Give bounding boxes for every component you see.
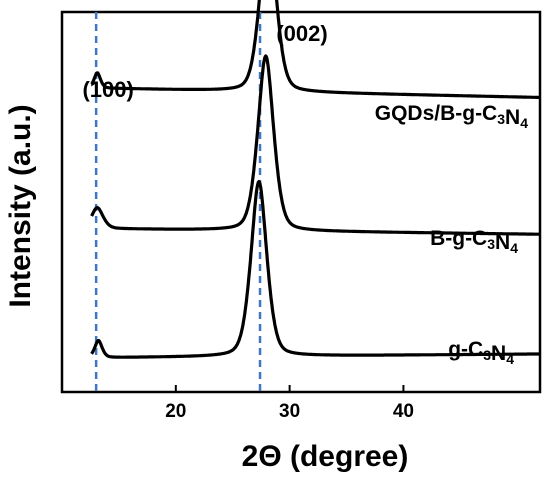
series-line-0 bbox=[90, 0, 541, 99]
series-label-1: B-g-C3N4 bbox=[430, 227, 518, 256]
x-axis-ticks: 20 30 40 bbox=[165, 385, 414, 422]
x-tick-label-40: 40 bbox=[393, 401, 414, 422]
series-lines bbox=[90, 0, 541, 359]
series-label-2: g-C3N4 bbox=[448, 338, 514, 367]
series-line-2 bbox=[90, 180, 541, 359]
reference-lines: (100)(002) bbox=[82, 12, 328, 392]
plot-frame bbox=[60, 10, 542, 394]
peak-label-1: (002) bbox=[276, 21, 327, 46]
series-label-0: GQDs/B-g-C3N4 bbox=[375, 102, 528, 131]
x-tick-label-20: 20 bbox=[165, 401, 186, 422]
y-axis-label: Intensity (a.u.) bbox=[4, 104, 37, 307]
x-axis-label: 2Θ (degree) bbox=[242, 440, 409, 473]
series-line-1 bbox=[90, 54, 541, 236]
series-labels: GQDs/B-g-C3N4 B-g-C3N4 g-C3N4 bbox=[375, 102, 528, 367]
x-tick-label-30: 30 bbox=[279, 401, 300, 422]
